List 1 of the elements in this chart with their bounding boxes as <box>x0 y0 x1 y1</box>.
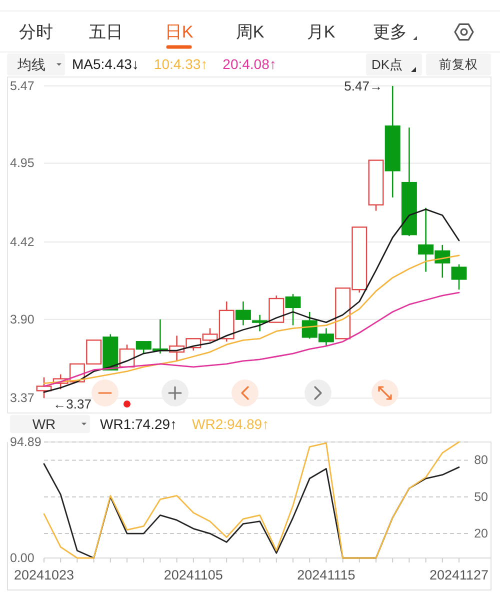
title: WR <box>32 416 56 432</box>
